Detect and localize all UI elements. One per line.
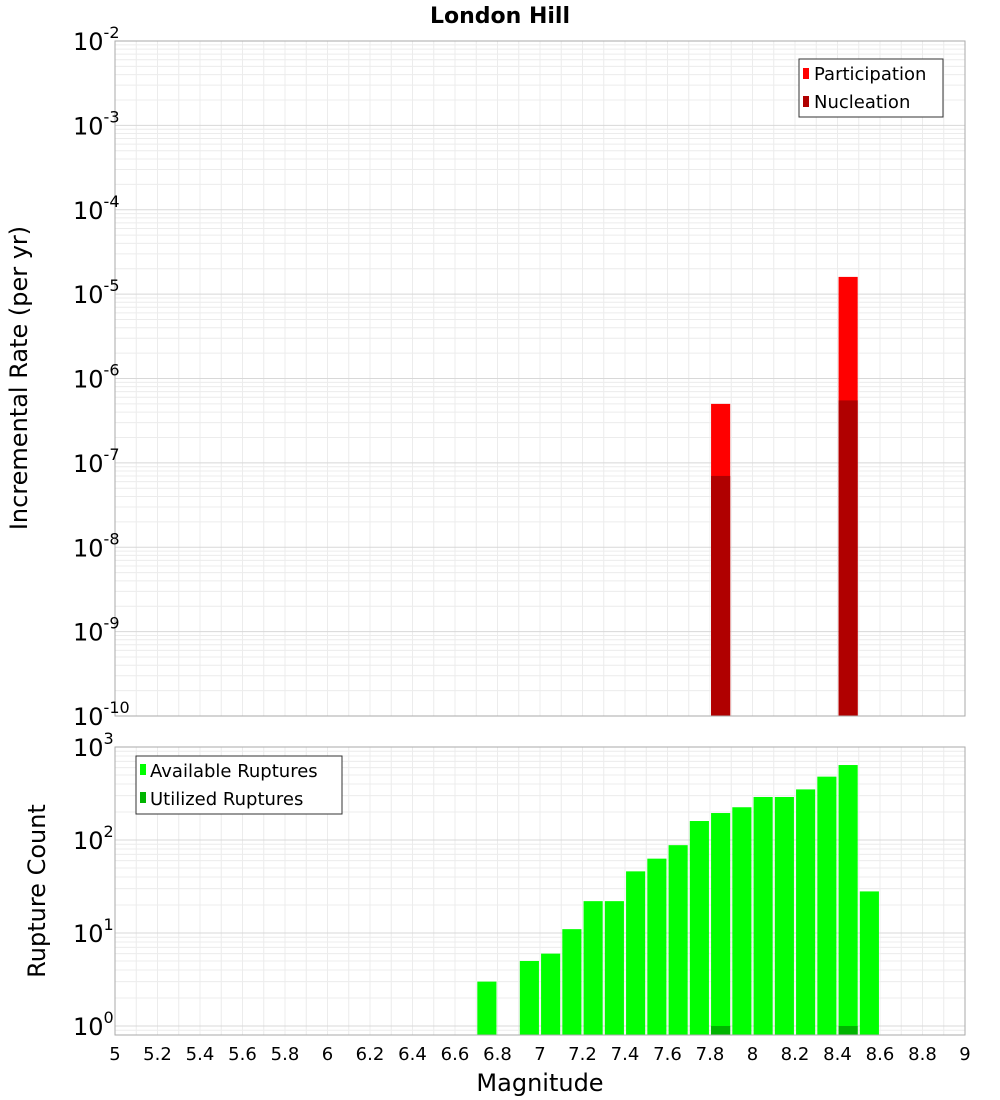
bottom-bar-available-ruptures [647,858,667,1035]
bottom-bar-available-ruptures [753,796,773,1035]
chart-title: London Hill [430,4,570,29]
x-tick-label: 8.4 [823,1044,852,1065]
bottom-y-tick-label: 100 [73,1008,114,1041]
top-y-tick-label: 10-9 [73,614,120,647]
bottom-bar-available-ruptures [477,981,497,1035]
x-tick-label: 8.2 [781,1044,810,1065]
x-tick-label: 8 [747,1044,758,1065]
bottom-bar-available-ruptures [583,901,603,1035]
x-tick-label: 8.6 [866,1044,895,1065]
x-tick-label: 6 [322,1044,333,1065]
top-y-axis-label: Incremental Rate (per yr) [5,226,33,530]
x-tick-label: 6.6 [441,1044,470,1065]
x-tick-label: 7.2 [568,1044,597,1065]
top-y-tick-label: 10-10 [73,698,130,731]
top-y-tick-labels: 10-2 10-3 10-4 10-5 10-6 10-7 10-8 10-9 10-10 [73,23,130,731]
x-tick-label: 7.8 [696,1044,725,1065]
legend-label-utilized-ruptures: Utilized Ruptures [150,789,303,810]
bottom-bar-available-ruptures [626,871,646,1035]
legend-swatch-nucleation [803,96,809,107]
bottom-legend-box [135,755,343,815]
top-y-tick-label: 10-7 [73,445,120,478]
bottom-bar-available-ruptures [796,789,816,1035]
bottom-bar-available-ruptures [562,929,582,1035]
bottom-bar-available-ruptures [838,765,858,1035]
top-gridlines [115,41,965,717]
bottom-bar-utilized-ruptures [838,1025,858,1035]
x-axis-label: Magnitude [476,1069,603,1097]
x-tick-label: 7.4 [611,1044,640,1065]
bottom-plot-frame [114,746,966,1036]
top-panel: 10-2 10-3 10-4 10-5 10-6 10-7 10-8 10-9 10-10 In… [5,23,966,731]
x-tick-label: 5.8 [271,1044,300,1065]
bottom-y-tick-label: 103 [73,729,114,762]
bottom-bar-available-ruptures [604,901,624,1035]
bottom-legend: Available Ruptures Utilized Ruptures [135,755,343,815]
bottom-bar-available-ruptures [774,796,794,1035]
legend-label-available-ruptures: Available Ruptures [150,761,318,782]
bottom-bar-available-ruptures [668,845,688,1035]
x-tick-label: 7 [534,1044,545,1065]
x-tick-label: 5.4 [186,1044,215,1065]
x-tick-label: 5.6 [228,1044,257,1065]
x-tick-label: 8.8 [908,1044,937,1065]
x-tick-label: 9 [959,1044,970,1065]
top-y-tick-label: 10-4 [73,192,120,225]
legend-swatch-utilized-ruptures [140,792,146,803]
bottom-bar-utilized-ruptures [711,1025,731,1035]
bottom-bar-available-ruptures [732,807,752,1035]
top-legend-box [798,58,944,118]
top-bar-nucleation [711,475,731,716]
x-tick-label: 7.6 [653,1044,682,1065]
bottom-bar-available-ruptures [519,960,539,1035]
top-y-tick-label: 10-3 [73,107,120,140]
top-y-tick-label: 10-6 [73,361,120,394]
bottom-y-tick-label: 102 [73,822,114,855]
bottom-panel: 103 102 101 100 5 5.2 5.4 5.6 5.8 6 6.2 6.4 6.6 6.8 7… [23,729,971,1097]
top-bar-nucleation [838,400,858,716]
x-tick-label: 5 [109,1044,120,1065]
bottom-y-axis-label: Rupture Count [23,804,51,978]
top-y-tick-label: 10-5 [73,276,120,309]
x-tick-label: 5.2 [143,1044,172,1065]
bottom-bar-available-ruptures [859,891,879,1035]
bottom-bar-available-ruptures [711,813,731,1035]
legend-label-nucleation: Nucleation [814,92,910,113]
bottom-bar-available-ruptures [689,821,709,1035]
x-tick-labels: 5 5.2 5.4 5.6 5.8 6 6.2 6.4 6.6 6.8 7 7.2 7.4 7.6 7.8 8… [109,1044,970,1065]
x-tick-label: 6.2 [356,1044,385,1065]
top-y-tick-label: 10-8 [73,529,120,562]
x-tick-label: 6.8 [483,1044,512,1065]
x-tick-label: 6.4 [398,1044,427,1065]
legend-label-participation: Participation [814,64,926,85]
bottom-bar-available-ruptures [817,776,837,1035]
top-bars [711,276,858,716]
top-legend: Participation Nucleation [798,58,944,118]
legend-swatch-available-ruptures [140,764,146,775]
top-y-tick-label: 10-2 [73,23,120,56]
bottom-bars [477,765,879,1035]
bottom-bar-available-ruptures [541,953,561,1035]
top-plot-frame [114,40,966,717]
legend-swatch-participation [803,68,809,79]
bottom-y-tick-labels: 103 102 101 100 [73,729,114,1041]
bottom-y-tick-label: 101 [73,915,114,948]
